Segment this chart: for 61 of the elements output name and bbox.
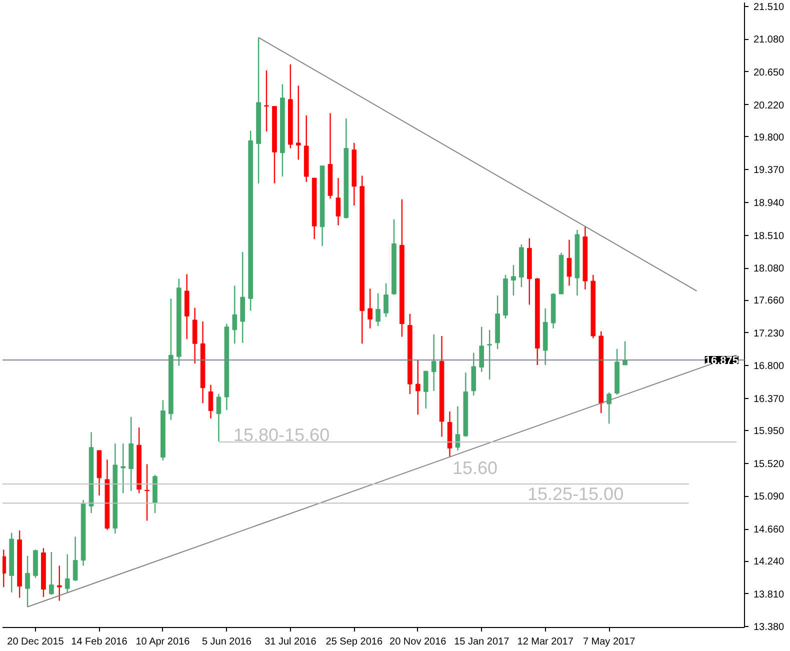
candlestick	[566, 239, 572, 286]
candlestick	[376, 292, 380, 327]
x-tick-label: 7 May 2017	[582, 636, 636, 648]
candlestick	[455, 406, 460, 452]
candlestick	[2, 549, 6, 588]
candlestick	[622, 340, 628, 366]
candlestick	[216, 393, 222, 442]
candlestick	[296, 85, 301, 160]
y-tick-label: 17.230	[754, 328, 785, 340]
y-tick-label: 14.660	[754, 524, 785, 536]
candlestick	[208, 384, 214, 420]
candlestick	[56, 565, 62, 602]
y-tick-label: 20.650	[754, 67, 785, 78]
y-tick-label: 18.080	[754, 264, 785, 275]
candlestick	[72, 536, 78, 582]
candlestick	[423, 370, 428, 410]
y-tick-label: 21.080	[754, 34, 785, 46]
annotation: 15.80-15.60	[234, 425, 330, 445]
candlestick	[192, 307, 198, 364]
candlestick	[511, 264, 516, 296]
y-tick-label: 16.370	[754, 394, 785, 406]
y-tick-label: 16.800	[754, 361, 785, 372]
x-tick-label: 14 Feb 2016	[71, 636, 128, 648]
annotation: 15.60	[452, 458, 498, 478]
candlestick	[25, 555, 30, 608]
candlestick	[49, 551, 54, 596]
annotation: 15.25-15.00	[528, 484, 624, 504]
x-tick-label: 10 Apr 2016	[136, 636, 190, 648]
y-tick-label: 18.940	[754, 198, 785, 209]
x-tick-label: 5 Jun 2016	[202, 636, 252, 648]
y-tick-label: 14.240	[754, 556, 785, 568]
candlestick	[368, 288, 372, 329]
candlestick	[606, 392, 612, 424]
y-tick-label: 17.660	[754, 296, 785, 307]
candlestick	[336, 177, 341, 226]
ref-line-label: 16.875	[704, 355, 739, 368]
y-tick-label: 15.090	[754, 492, 785, 503]
candlestick	[64, 554, 70, 593]
y-tick-label: 21.510	[754, 2, 785, 13]
y-tick-label: 13.810	[754, 589, 785, 600]
candlestick	[264, 70, 269, 132]
y-tick-label: 13.380	[754, 622, 785, 634]
x-tick-label: 20 Dec 2015	[7, 636, 64, 648]
candlestick	[487, 329, 492, 380]
x-tick-label: 25 Sep 2016	[326, 636, 383, 648]
candlestick	[479, 326, 484, 372]
y-tick-label: 15.950	[754, 426, 785, 438]
y-tick-label: 20.220	[754, 100, 785, 112]
candlestick	[232, 285, 238, 344]
candlestick	[415, 359, 420, 416]
candlestick	[431, 334, 436, 392]
y-tick-label: 18.510	[754, 230, 785, 242]
y-tick-label: 15.520	[754, 458, 785, 470]
x-tick-label: 15 Jan 2017	[454, 636, 510, 648]
x-tick-label: 20 Nov 2016	[390, 636, 447, 648]
y-tick-label: 19.370	[754, 165, 785, 176]
x-tick-label: 12 Mar 2017	[517, 636, 574, 648]
candlestick	[384, 282, 388, 318]
candlestick	[120, 442, 126, 494]
y-tick-label: 19.800	[754, 132, 785, 144]
x-tick-label: 31 Jul 2016	[264, 636, 317, 648]
